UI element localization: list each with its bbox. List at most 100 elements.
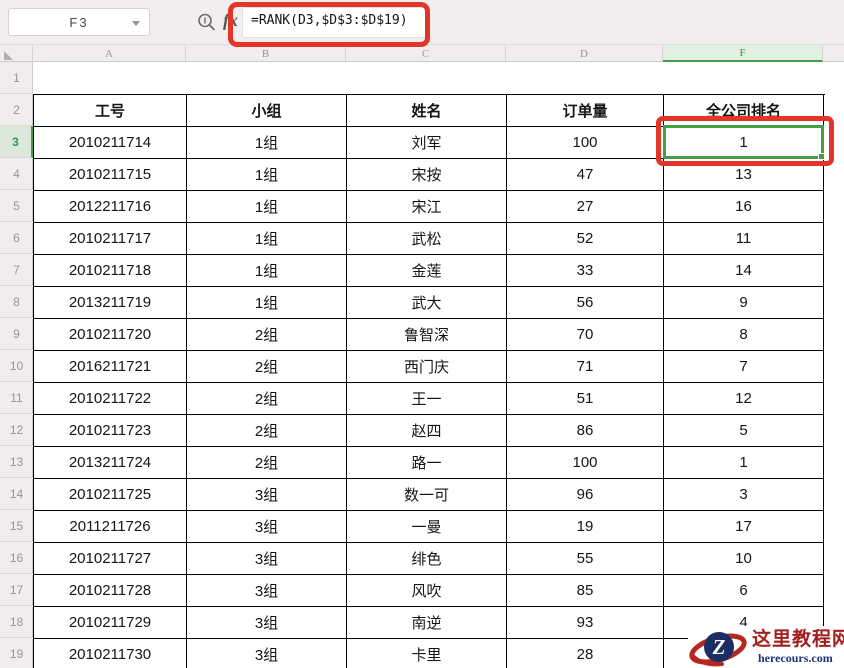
cell-F2[interactable]: 全公司排名: [664, 95, 824, 127]
cell-F15[interactable]: 17: [664, 511, 824, 543]
cell-C2[interactable]: 姓名: [347, 95, 507, 127]
row-header-12[interactable]: 12: [0, 414, 33, 446]
cell-C3[interactable]: 刘军: [347, 127, 507, 159]
cell-F13[interactable]: 1: [664, 447, 824, 479]
cell-B16[interactable]: 3组: [187, 543, 347, 575]
cell-D13[interactable]: 100: [507, 447, 664, 479]
cell-A16[interactable]: 2010211727: [34, 543, 187, 575]
cell-D17[interactable]: 85: [507, 575, 664, 607]
column-header-B[interactable]: B: [186, 45, 346, 62]
cell-F10[interactable]: 7: [664, 351, 824, 383]
cell-A19[interactable]: 2010211730: [34, 639, 187, 668]
cell-A8[interactable]: 2013211719: [34, 287, 187, 319]
cell-B10[interactable]: 2组: [187, 351, 347, 383]
cell-D3[interactable]: 100: [507, 127, 664, 159]
cell-D15[interactable]: 19: [507, 511, 664, 543]
cell-D18[interactable]: 93: [507, 607, 664, 639]
cell-D7[interactable]: 33: [507, 255, 664, 287]
cell-B12[interactable]: 2组: [187, 415, 347, 447]
column-header-F[interactable]: F: [663, 45, 823, 62]
cell-C4[interactable]: 宋按: [347, 159, 507, 191]
cell-F12[interactable]: 5: [664, 415, 824, 447]
cell-C5[interactable]: 宋江: [347, 191, 507, 223]
row-header-9[interactable]: 9: [0, 318, 33, 350]
column-header-C[interactable]: C: [346, 45, 506, 62]
cell-F9[interactable]: 8: [664, 319, 824, 351]
row-header-5[interactable]: 5: [0, 190, 33, 222]
cell-A11[interactable]: 2010211722: [34, 383, 187, 415]
cell-C6[interactable]: 武松: [347, 223, 507, 255]
row-header-6[interactable]: 6: [0, 222, 33, 254]
cell-D16[interactable]: 55: [507, 543, 664, 575]
fx-icon[interactable]: fx: [223, 10, 238, 30]
cell-A3[interactable]: 2010211714: [34, 127, 187, 159]
cell-A18[interactable]: 2010211729: [34, 607, 187, 639]
row-header-7[interactable]: 7: [0, 254, 33, 286]
cell-A12[interactable]: 2010211723: [34, 415, 187, 447]
cell-B18[interactable]: 3组: [187, 607, 347, 639]
cell-A7[interactable]: 2010211718: [34, 255, 187, 287]
cell-F16[interactable]: 10: [664, 543, 824, 575]
cell-F3[interactable]: 1: [664, 127, 824, 159]
cell-B14[interactable]: 3组: [187, 479, 347, 511]
formula-bar[interactable]: [242, 7, 426, 38]
cell-D6[interactable]: 52: [507, 223, 664, 255]
cell-D14[interactable]: 96: [507, 479, 664, 511]
row-header-14[interactable]: 14: [0, 478, 33, 510]
chevron-down-icon[interactable]: [132, 21, 140, 26]
cell-D10[interactable]: 71: [507, 351, 664, 383]
cell-D12[interactable]: 86: [507, 415, 664, 447]
row-header-18[interactable]: 18: [0, 606, 33, 638]
cell-A6[interactable]: 2010211717: [34, 223, 187, 255]
row-header-2[interactable]: 2: [0, 94, 33, 126]
cell-A4[interactable]: 2010211715: [34, 159, 187, 191]
row-header-1[interactable]: 1: [0, 62, 33, 94]
cell-C8[interactable]: 武大: [347, 287, 507, 319]
cell-B13[interactable]: 2组: [187, 447, 347, 479]
cell-F6[interactable]: 11: [664, 223, 824, 255]
cell-C17[interactable]: 风吹: [347, 575, 507, 607]
name-box[interactable]: F3: [8, 8, 150, 36]
row-header-4[interactable]: 4: [0, 158, 33, 190]
column-header-D[interactable]: D: [506, 45, 663, 62]
fill-handle[interactable]: [818, 153, 825, 160]
cell-F5[interactable]: 16: [664, 191, 824, 223]
cell-B4[interactable]: 1组: [187, 159, 347, 191]
cell-D2[interactable]: 订单量: [507, 95, 664, 127]
cell-D9[interactable]: 70: [507, 319, 664, 351]
cell-A13[interactable]: 2013211724: [34, 447, 187, 479]
cell-B17[interactable]: 3组: [187, 575, 347, 607]
cell-F14[interactable]: 3: [664, 479, 824, 511]
formula-text[interactable]: =RANK(D3,$D$3:$D$19): [251, 13, 408, 28]
row-header-11[interactable]: 11: [0, 382, 33, 414]
cell-A10[interactable]: 2016211721: [34, 351, 187, 383]
magnifier-icon[interactable]: [196, 12, 217, 33]
row-header-17[interactable]: 17: [0, 574, 33, 606]
cell-A5[interactable]: 2012211716: [34, 191, 187, 223]
row-header-13[interactable]: 13: [0, 446, 33, 478]
cell-B8[interactable]: 1组: [187, 287, 347, 319]
cell-C10[interactable]: 西门庆: [347, 351, 507, 383]
row-header-19[interactable]: 19: [0, 638, 33, 668]
cell-F4[interactable]: 13: [664, 159, 824, 191]
cell-C14[interactable]: 数一可: [347, 479, 507, 511]
cell-D19[interactable]: 28: [507, 639, 664, 668]
cell-F8[interactable]: 9: [664, 287, 824, 319]
cell-C19[interactable]: 卡里: [347, 639, 507, 668]
cell-C9[interactable]: 鲁智深: [347, 319, 507, 351]
cell-C12[interactable]: 赵四: [347, 415, 507, 447]
cell-A9[interactable]: 2010211720: [34, 319, 187, 351]
cell-C7[interactable]: 金莲: [347, 255, 507, 287]
row-header-10[interactable]: 10: [0, 350, 33, 382]
cell-A17[interactable]: 2010211728: [34, 575, 187, 607]
row-header-15[interactable]: 15: [0, 510, 33, 542]
cell-D5[interactable]: 27: [507, 191, 664, 223]
cell-C18[interactable]: 南逆: [347, 607, 507, 639]
cell-B6[interactable]: 1组: [187, 223, 347, 255]
cell-F17[interactable]: 6: [664, 575, 824, 607]
cell-D11[interactable]: 51: [507, 383, 664, 415]
cell-B9[interactable]: 2组: [187, 319, 347, 351]
cell-C13[interactable]: 路一: [347, 447, 507, 479]
cell-C16[interactable]: 绯色: [347, 543, 507, 575]
cell-B5[interactable]: 1组: [187, 191, 347, 223]
